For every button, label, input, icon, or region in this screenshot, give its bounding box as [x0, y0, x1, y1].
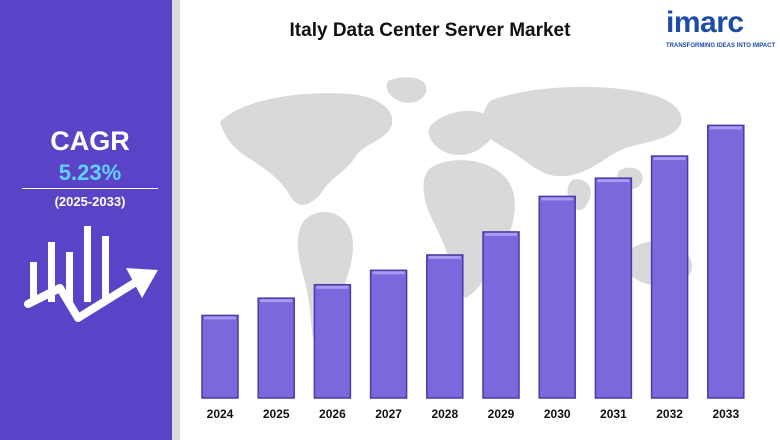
- bar-2030: [538, 195, 576, 399]
- bar-2031: [594, 177, 633, 399]
- bar-highlight-2033: [709, 126, 742, 130]
- panel-divider: [172, 0, 180, 440]
- x-axis-labels: 2024 2025 2026 2027 2028 2029 2030 2031 2032 2033: [207, 407, 740, 421]
- bar-2028: [426, 254, 464, 399]
- bar-highlight-2025: [260, 299, 293, 303]
- x-tick-label: 2029: [488, 407, 515, 421]
- chart-title: Italy Data Center Server Market: [289, 20, 571, 41]
- bar-highlight-2030: [541, 197, 574, 201]
- bar-highlight-2028: [428, 255, 461, 259]
- cagr-value: 5.23%: [58, 160, 122, 185]
- bar-2033: [707, 124, 745, 399]
- logo-tagline: TRANSFORMING IDEAS INTO IMPACT: [666, 43, 776, 49]
- x-tick-label: 2033: [712, 407, 739, 421]
- bar-2029: [482, 231, 520, 399]
- x-tick-label: 2026: [319, 407, 346, 421]
- bar-2032: [650, 155, 689, 399]
- x-tick-label: 2024: [207, 407, 234, 421]
- logo-wordmark: imarc: [666, 6, 744, 39]
- x-tick-label: 2025: [263, 407, 290, 421]
- bar-2027: [369, 269, 408, 399]
- cagr-panel: [0, 0, 172, 440]
- cagr-period: (2025-2033): [54, 194, 126, 209]
- cagr-divider: [22, 188, 158, 189]
- x-tick-label: 2031: [600, 407, 627, 421]
- bar-2025: [257, 297, 295, 399]
- bar-highlight-2029: [485, 232, 517, 236]
- brand-logo: imarc TRANSFORMING IDEAS INTO IMPACT: [664, 6, 776, 54]
- bar-highlight-2031: [597, 179, 630, 183]
- bar-highlight-2024: [204, 316, 236, 320]
- bar-2026: [313, 283, 352, 399]
- bar-2024: [201, 314, 239, 399]
- growth-chart-icon: [24, 226, 158, 322]
- x-tick-label: 2032: [656, 407, 683, 421]
- x-tick-label: 2027: [375, 407, 402, 421]
- bar-highlight-2027: [372, 271, 405, 275]
- x-tick-label: 2030: [544, 407, 571, 421]
- x-tick-label: 2028: [431, 407, 458, 421]
- bar-highlight-2026: [316, 285, 349, 289]
- bars-group: [201, 124, 745, 399]
- cagr-label: CAGR: [50, 126, 130, 156]
- bar-highlight-2032: [653, 157, 686, 161]
- bar-chart: 2024 2025 2026 2027 2028 2029 2030 2031 2032 2033: [201, 77, 745, 421]
